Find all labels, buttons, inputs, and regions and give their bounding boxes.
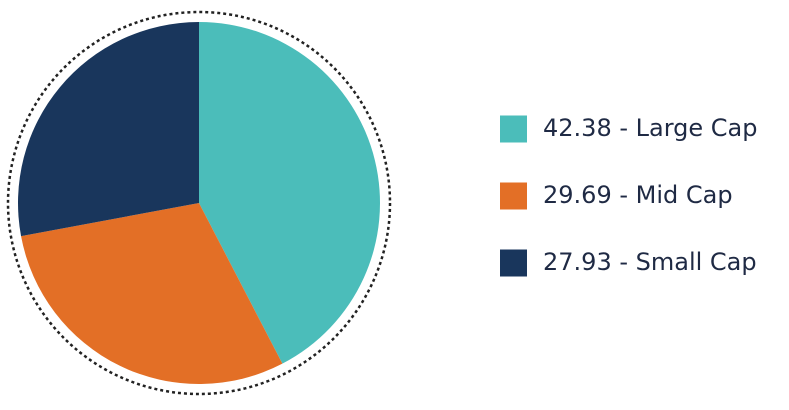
- pie-border: [6, 10, 392, 396]
- pie-slice: [17, 22, 199, 237]
- legend-label: 42.38 - Large Cap: [543, 114, 757, 142]
- legend-label: 29.69 - Mid Cap: [543, 181, 733, 209]
- legend-swatch: [500, 249, 527, 277]
- legend-label: 27.93 - Small Cap: [543, 248, 757, 276]
- legend-swatch: [500, 115, 527, 143]
- legend-swatch: [500, 182, 527, 210]
- pie-slice: [199, 22, 380, 364]
- pie-slice: [21, 203, 283, 384]
